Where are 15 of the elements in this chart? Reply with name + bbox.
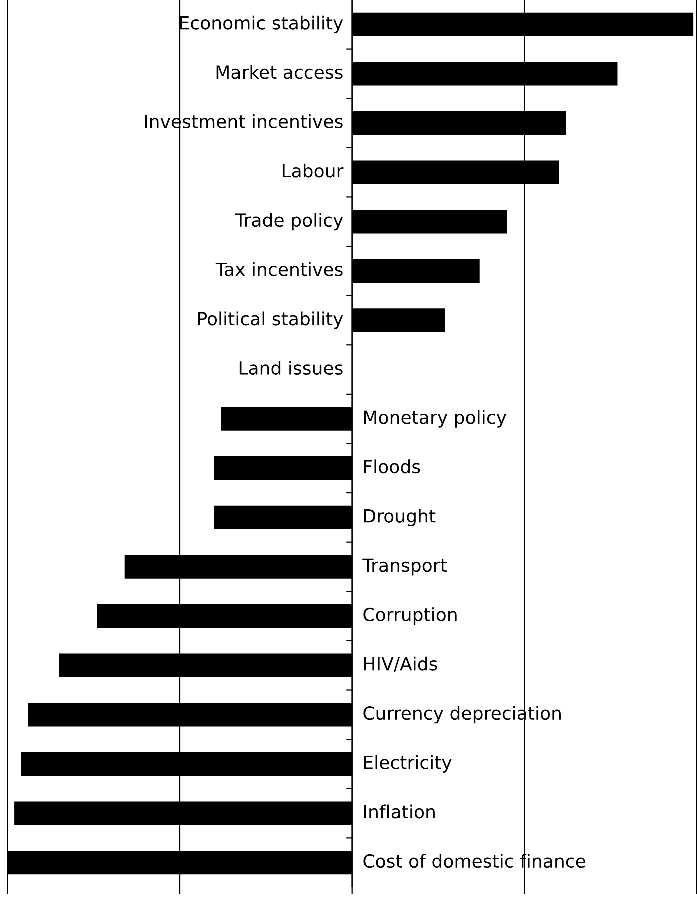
y-tick-label: Transport: [362, 558, 447, 576]
y-tick-label: Trade policy: [235, 213, 344, 231]
y-tick-label: Labour: [282, 164, 344, 178]
y-tick-label: Tax incentives: [216, 262, 343, 276]
y-tick-label: Drought: [364, 508, 436, 526]
y-tick-label: Floods: [364, 460, 420, 474]
y-tick-label: Monetary policy: [364, 410, 506, 428]
y-tick-label: HIV/Aids: [364, 656, 438, 672]
y-tick-label: Corruption: [364, 608, 457, 626]
y-tick-label: Electricity: [364, 755, 452, 773]
y-tick-label: Political stability: [198, 312, 344, 330]
y-tick-label: Inflation: [364, 804, 435, 819]
y-tick-label: Land issues: [240, 361, 343, 376]
y-tick-label: Market access: [216, 65, 343, 80]
y-tick-label: Economic stability: [180, 16, 344, 34]
